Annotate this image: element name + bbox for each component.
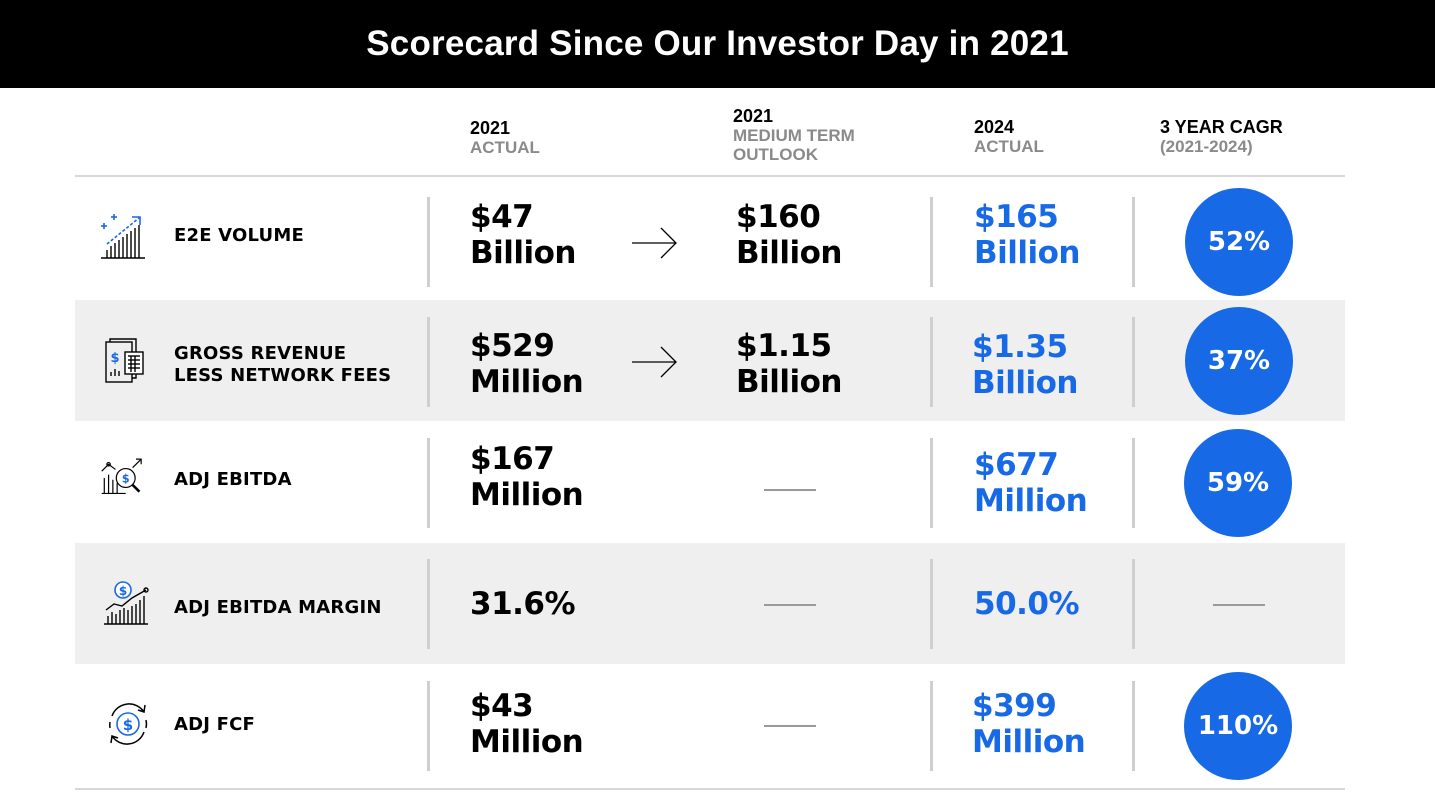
row-bg-adj-fcf (75, 664, 1345, 788)
analytics-magnifier-icon: $ (101, 458, 142, 495)
metric-label-line: E2E VOLUME (174, 225, 304, 246)
separator (930, 681, 933, 771)
value-2021-actual: $167 Million (470, 441, 584, 513)
growth-chart-icon (101, 214, 145, 259)
value-unit: Million (470, 364, 584, 400)
svg-text:$: $ (122, 472, 130, 485)
cagr-badge: 59% (1184, 429, 1292, 537)
separator (427, 317, 430, 407)
empty-value-dash (764, 604, 816, 606)
value-unit: Billion (974, 235, 1081, 271)
metric-label-line: ADJ FCF (174, 714, 256, 735)
value-amount: $399 (972, 688, 1057, 724)
value-2021-actual: $43 Million (470, 688, 584, 760)
value-2024-actual: $165 Billion (974, 199, 1081, 271)
header-2024-actual-sub: ACTUAL (974, 137, 1044, 156)
separator (930, 197, 933, 287)
cash-cycle-icon: $ (108, 703, 148, 745)
header-cagr-sub: (2021-2024) (1160, 137, 1253, 156)
value-2024-actual: $1.35 Billion (972, 329, 1079, 401)
value-amount: $1.35 (972, 329, 1068, 365)
header-divider (75, 175, 1345, 177)
svg-text:$: $ (119, 584, 127, 598)
value-2024-actual: 50.0% (974, 586, 1080, 622)
value-2024-actual: $677 Million (974, 447, 1088, 519)
empty-value-dash (764, 489, 816, 491)
value-amount: $529 (470, 328, 555, 364)
separator (427, 559, 430, 649)
separator (1132, 559, 1135, 649)
header-2021-actual: 2021 ACTUAL (470, 118, 540, 158)
svg-text:$: $ (110, 351, 119, 366)
cagr-badge: 37% (1185, 307, 1293, 415)
value-unit: Million (470, 477, 584, 513)
metric-label-line: ADJ EBITDA MARGIN (174, 597, 382, 618)
header-2021-outlook-sub2: OUTLOOK (733, 145, 818, 164)
bottom-divider (75, 788, 1345, 790)
value-unit: Billion (736, 364, 843, 400)
header-2024-actual-year: 2024 (974, 117, 1015, 137)
separator (1132, 681, 1135, 771)
metric-label-adj-ebitda: ADJ EBITDA (174, 469, 292, 491)
value-amount: $677 (974, 447, 1059, 483)
metric-label-adj-fcf: ADJ FCF (174, 714, 255, 736)
metric-label-line: ADJ EBITDA (174, 469, 292, 490)
cagr-badge: 52% (1185, 188, 1293, 296)
value-amount: $1.15 (736, 328, 832, 364)
value-2021-actual: 31.6% (470, 586, 576, 622)
value-unit: Billion (470, 235, 577, 271)
separator (1132, 317, 1135, 407)
svg-text:$: $ (123, 716, 133, 734)
revenue-document-icon: $ (105, 338, 144, 383)
cagr-badge: 110% (1184, 672, 1292, 780)
value-unit: Billion (972, 365, 1079, 401)
separator (1132, 197, 1135, 287)
metric-label-gross-revenue: GROSS REVENUE LESS NETWORK FEES (174, 343, 391, 387)
separator (427, 681, 430, 771)
value-unit: Million (972, 724, 1086, 760)
separator (427, 197, 430, 287)
header-2021-outlook-year: 2021 (733, 106, 774, 126)
value-2021-actual: $529 Million (470, 328, 584, 400)
value-amount: $43 (470, 688, 534, 724)
header-2021-outlook: 2021 MEDIUM TERM OUTLOOK (733, 106, 855, 165)
metric-label-e2e-volume: E2E VOLUME (174, 225, 304, 247)
value-2021-outlook: $1.15 Billion (736, 328, 843, 400)
value-amount: $165 (974, 199, 1059, 235)
arrow-right-icon (632, 346, 677, 378)
empty-value-dash (1213, 604, 1265, 606)
value-2024-actual: $399 Million (972, 688, 1086, 760)
separator (930, 559, 933, 649)
header-2021-outlook-sub1: MEDIUM TERM (733, 126, 855, 145)
value-2021-outlook: $160 Billion (736, 199, 843, 271)
value-amount: 31.6% (470, 586, 576, 622)
value-amount: 50.0% (974, 586, 1080, 622)
dollar-chart-icon: $ (104, 581, 149, 625)
header-cagr-title: 3 YEAR CAGR (1160, 117, 1283, 137)
separator (1132, 438, 1135, 528)
metric-label-adj-ebitda-margin: ADJ EBITDA MARGIN (174, 597, 382, 619)
metric-label-line: GROSS REVENUE (174, 343, 347, 364)
header-2021-actual-sub: ACTUAL (470, 138, 540, 157)
value-amount: $167 (470, 441, 555, 477)
page-title: Scorecard Since Our Investor Day in 2021 (0, 0, 1435, 88)
value-amount: $47 (470, 199, 534, 235)
value-2021-actual: $47 Billion (470, 199, 577, 271)
value-unit: Billion (736, 235, 843, 271)
separator (930, 438, 933, 528)
value-unit: Million (470, 724, 584, 760)
value-amount: $160 (736, 199, 821, 235)
arrow-right-icon (632, 227, 677, 259)
empty-value-dash (764, 725, 816, 727)
metric-label-line: LESS NETWORK FEES (174, 365, 392, 386)
separator (427, 438, 430, 528)
value-unit: Million (974, 483, 1088, 519)
header-2024-actual: 2024 ACTUAL (974, 117, 1044, 157)
header-cagr: 3 YEAR CAGR (2021-2024) (1160, 117, 1283, 157)
header-2021-actual-year: 2021 (470, 118, 511, 138)
separator (930, 317, 933, 407)
